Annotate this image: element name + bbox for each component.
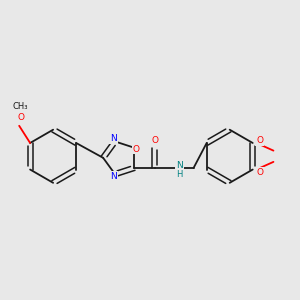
- Text: O: O: [256, 136, 263, 145]
- Text: O: O: [151, 136, 158, 145]
- Text: O: O: [132, 145, 139, 154]
- Text: O: O: [17, 112, 24, 122]
- Text: N: N: [110, 172, 117, 181]
- Text: H: H: [176, 170, 183, 179]
- Text: N: N: [176, 161, 183, 170]
- Text: O: O: [256, 167, 263, 176]
- Text: N: N: [110, 134, 117, 143]
- Text: CH₃: CH₃: [13, 102, 28, 111]
